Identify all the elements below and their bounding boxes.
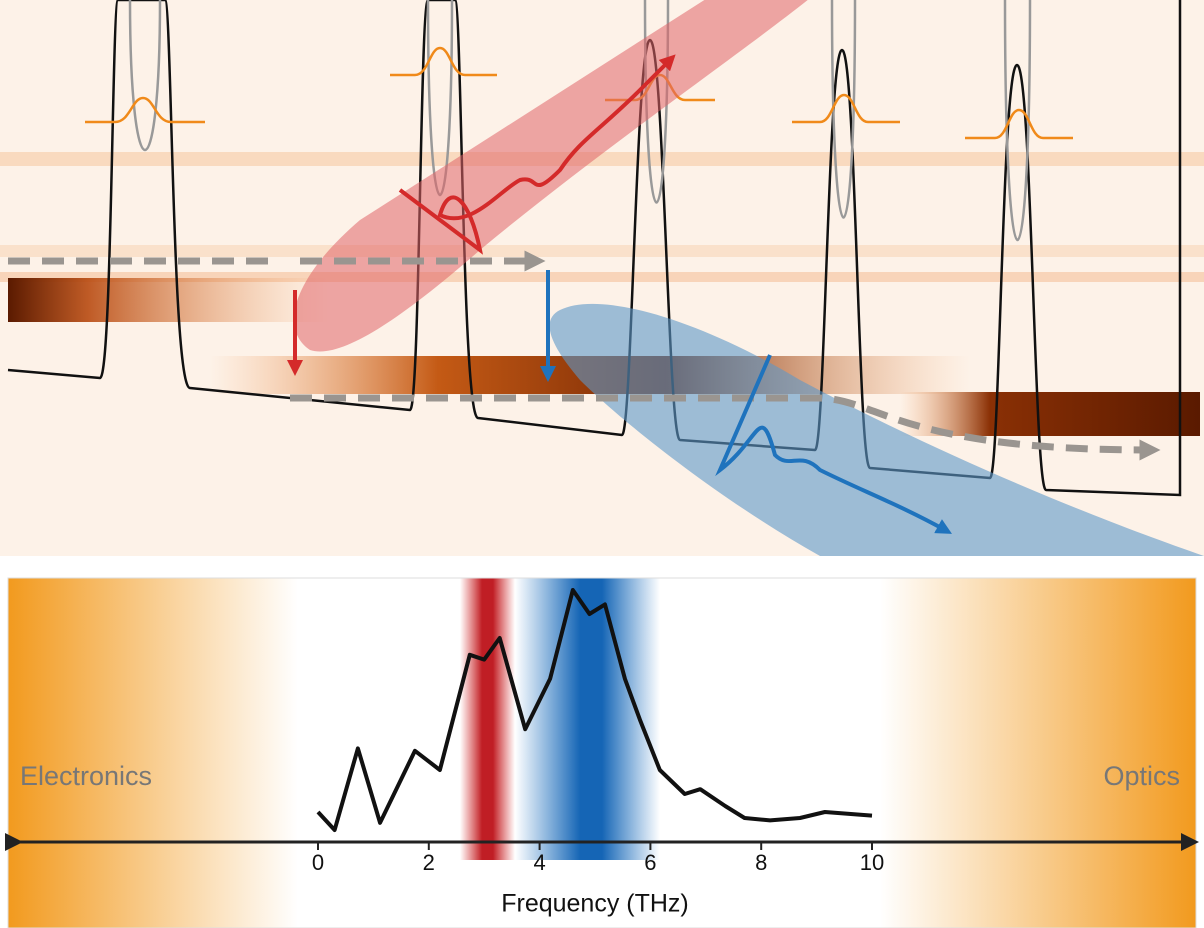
spectrum-line bbox=[316, 588, 873, 832]
annotation: Electronics bbox=[20, 761, 152, 791]
x-tick-label: 4 bbox=[533, 850, 545, 875]
x-tick-label: 6 bbox=[644, 850, 656, 875]
x-tick-label: 0 bbox=[312, 850, 324, 875]
band-diagram bbox=[0, 0, 1204, 556]
x-tick-label: 10 bbox=[860, 850, 884, 875]
x-tick-label: 2 bbox=[423, 850, 435, 875]
annotation: Optics bbox=[1103, 761, 1180, 791]
x-axis-label: Frequency (THz) bbox=[501, 890, 689, 918]
spectrum-panel: Electronics Optics Frequency (THz) 0 2 4 6 8… bbox=[5, 577, 1199, 928]
x-tick-label: 8 bbox=[755, 850, 767, 875]
